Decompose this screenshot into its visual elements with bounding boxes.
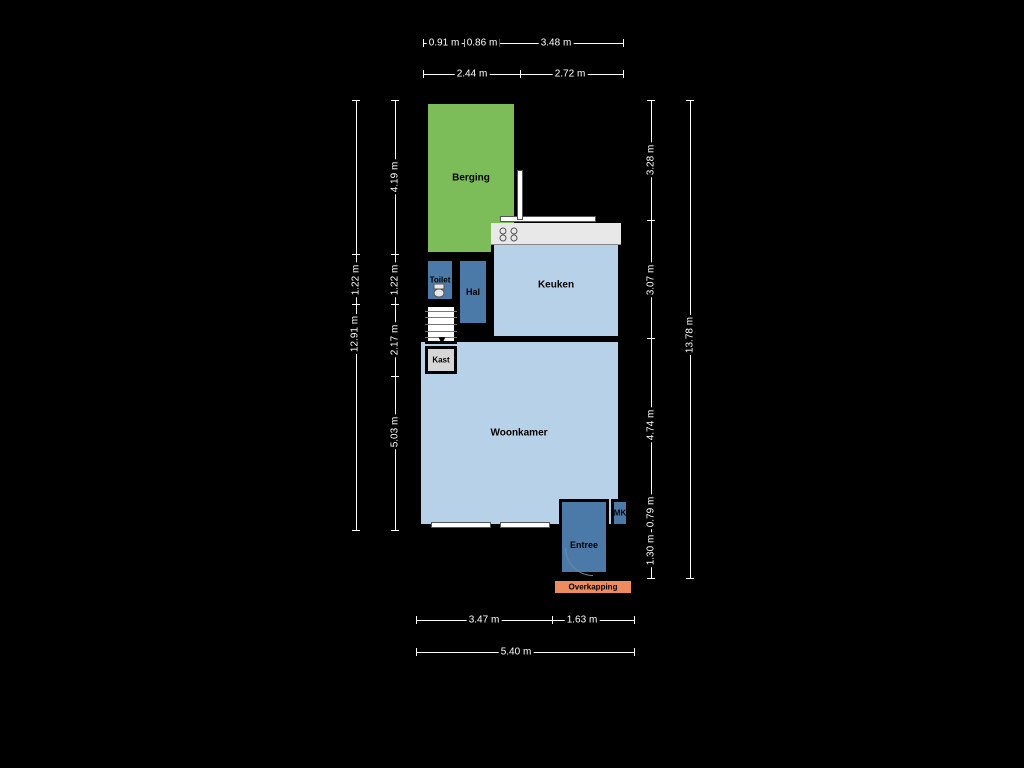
dim-line [423, 74, 623, 75]
dim-tick [423, 70, 424, 78]
toilet-fixture-icon [432, 284, 446, 298]
dim-tick [352, 254, 360, 255]
dim-tick [423, 39, 424, 47]
room-label-berging: Berging [452, 173, 490, 184]
dim-tick [634, 648, 635, 656]
dimension-label: 0.91 m [427, 38, 462, 49]
dimension-label: 3.47 m [467, 615, 502, 626]
dimension-label: 4.74 m [646, 408, 657, 443]
stair-arrow-icon: ▼ [436, 333, 448, 347]
dimension-label: 12.91 m [350, 314, 361, 354]
dimension-label: 2.72 m [553, 69, 588, 80]
room-label-keuken: Keuken [538, 280, 574, 291]
dim-line [416, 620, 634, 621]
dim-tick [391, 100, 399, 101]
dim-tick [686, 100, 694, 101]
window [500, 216, 596, 222]
dimension-label: 1.22 m [390, 263, 401, 298]
dimension-label: 1.30 m [646, 533, 657, 568]
dimension-label: 5.40 m [499, 647, 534, 658]
stair-step [425, 331, 457, 332]
dim-tick [647, 220, 655, 221]
dimension-label: 13.78 m [685, 315, 696, 355]
dimension-label: 2.44 m [455, 69, 490, 80]
dim-tick [647, 578, 655, 579]
stair-step [425, 317, 457, 318]
dim-tick [623, 39, 624, 47]
hob-icon [498, 226, 520, 242]
dimension-label: 3.28 m [646, 143, 657, 178]
dimension-label: 3.07 m [646, 263, 657, 298]
dimension-label: 1.22 m [351, 263, 362, 298]
window [517, 170, 523, 220]
dim-tick [416, 616, 417, 624]
dim-tick [391, 304, 399, 305]
dim-tick [416, 648, 417, 656]
dim-tick [647, 100, 655, 101]
dim-tick [391, 376, 399, 377]
dimension-label: 4.19 m [390, 160, 401, 195]
room-label-toilet: Toilet [430, 276, 451, 285]
dimension-label: 2.17 m [390, 323, 401, 358]
dim-tick [623, 70, 624, 78]
dimension-label: 0.79 m [646, 495, 657, 530]
dim-tick [391, 254, 399, 255]
dim-tick [634, 616, 635, 624]
dim-tick [647, 338, 655, 339]
room-label-kast: Kast [432, 356, 449, 365]
dimension-label: 5.03 m [390, 415, 401, 450]
stair-step [425, 311, 457, 312]
room-label-woonkamer: Woonkamer [490, 428, 547, 439]
stair-step [425, 324, 457, 325]
dimension-label: 0.86 m [465, 38, 500, 49]
dimension-label: 3.48 m [539, 38, 574, 49]
room-label-mk: MK [614, 509, 626, 518]
dim-tick [352, 100, 360, 101]
dim-tick [686, 578, 694, 579]
room-label-hal: Hal [466, 287, 480, 297]
dimension-label: 1.63 m [565, 615, 600, 626]
dim-tick [352, 304, 360, 305]
dim-tick [391, 530, 399, 531]
room-label-entree: Entree [570, 540, 598, 550]
dim-tick [520, 70, 521, 78]
window [500, 522, 550, 528]
window [431, 522, 491, 528]
dim-tick [352, 530, 360, 531]
floor-plan: ▼ Berging Toilet Hal Keuken Kast Woonkamer Entr… [0, 0, 1024, 768]
dim-tick [552, 616, 553, 624]
room-label-overkapping: Overkapping [569, 583, 618, 592]
